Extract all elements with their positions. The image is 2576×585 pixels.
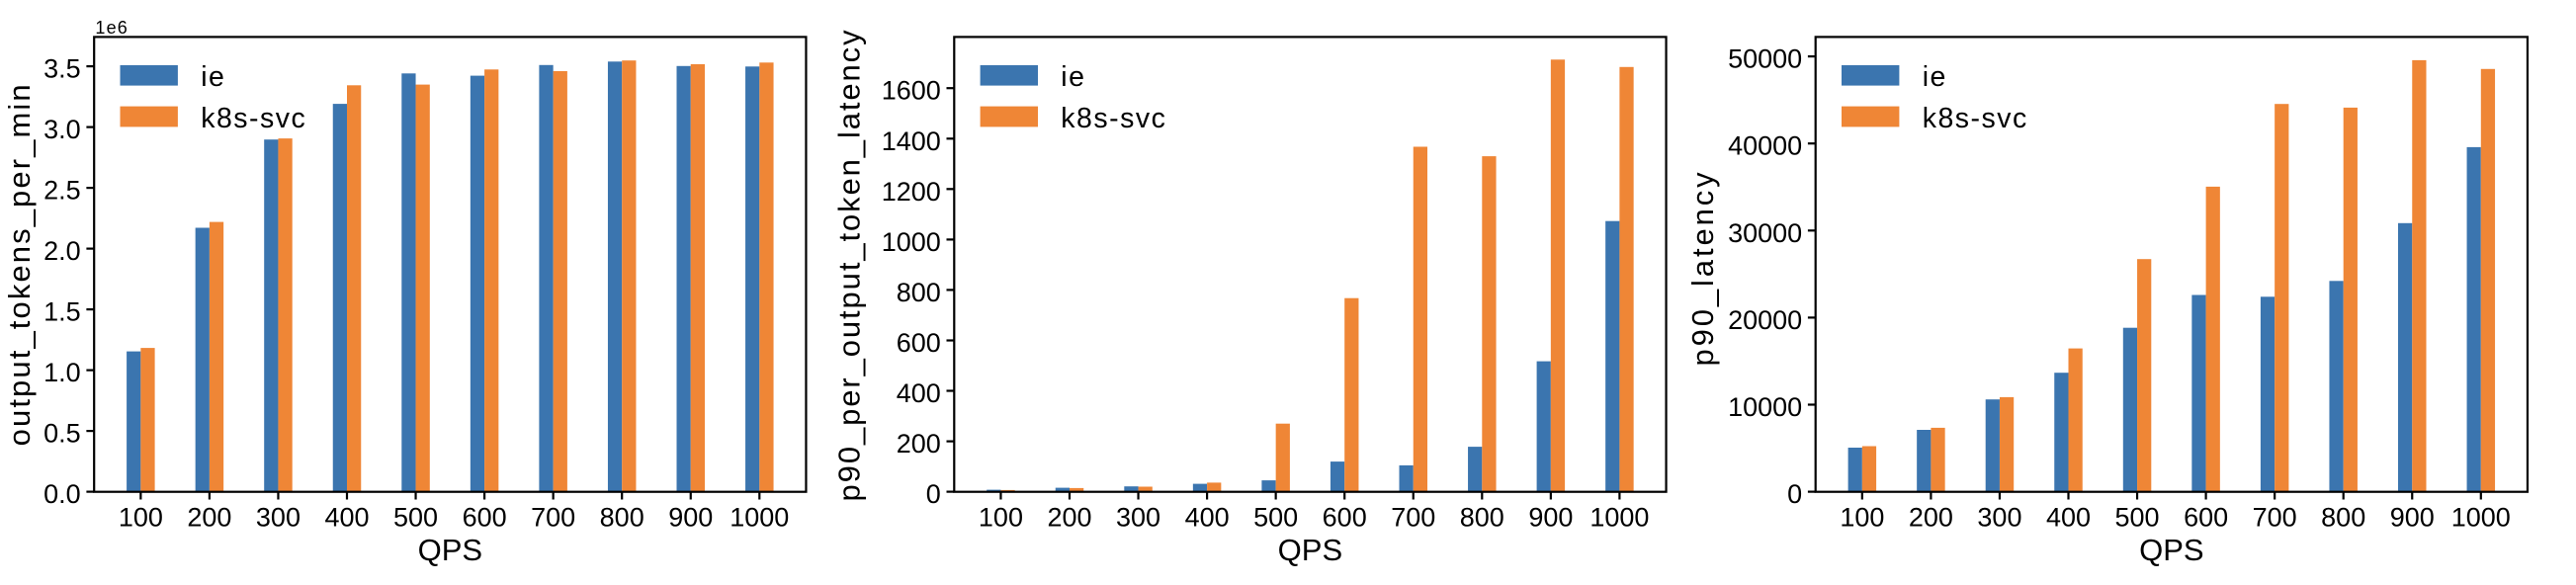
- svg-text:k8s-svc: k8s-svc: [1061, 103, 1166, 134]
- svg-text:0: 0: [926, 479, 941, 509]
- svg-text:800: 800: [600, 502, 644, 532]
- svg-text:500: 500: [2115, 502, 2160, 532]
- svg-text:0.5: 0.5: [43, 419, 81, 449]
- svg-text:ie: ie: [201, 61, 225, 93]
- svg-text:600: 600: [1323, 502, 1367, 532]
- svg-text:40000: 40000: [1728, 131, 1802, 161]
- svg-text:300: 300: [1116, 502, 1160, 532]
- svg-text:300: 300: [256, 502, 301, 532]
- svg-text:400: 400: [2046, 502, 2091, 532]
- svg-text:200: 200: [1909, 502, 1953, 532]
- svg-text:900: 900: [1528, 502, 1573, 532]
- svg-text:500: 500: [393, 502, 438, 532]
- svg-text:k8s-svc: k8s-svc: [201, 103, 306, 134]
- svg-text:3.5: 3.5: [43, 54, 81, 84]
- svg-text:800: 800: [1460, 502, 1504, 532]
- svg-text:1200: 1200: [882, 177, 941, 207]
- svg-text:ie: ie: [1061, 61, 1085, 93]
- svg-text:900: 900: [668, 502, 713, 532]
- svg-text:800: 800: [897, 278, 941, 307]
- svg-text:0: 0: [1787, 479, 1802, 509]
- svg-text:k8s-svc: k8s-svc: [1923, 103, 2028, 134]
- svg-text:1000: 1000: [882, 227, 941, 257]
- svg-text:QPS: QPS: [2139, 533, 2203, 567]
- svg-text:2.5: 2.5: [43, 176, 81, 206]
- svg-text:QPS: QPS: [418, 533, 482, 567]
- svg-text:1400: 1400: [882, 126, 941, 156]
- svg-text:1.5: 1.5: [43, 297, 81, 327]
- svg-text:100: 100: [979, 502, 1023, 532]
- svg-text:ie: ie: [1923, 61, 1947, 93]
- svg-text:3.0: 3.0: [43, 115, 81, 144]
- svg-text:20000: 20000: [1728, 305, 1802, 335]
- svg-text:1600: 1600: [882, 76, 941, 106]
- svg-text:200: 200: [1047, 502, 1091, 532]
- svg-text:600: 600: [463, 502, 507, 532]
- svg-text:900: 900: [2390, 502, 2435, 532]
- svg-text:100: 100: [119, 502, 163, 532]
- svg-text:200: 200: [187, 502, 231, 532]
- svg-text:1.0: 1.0: [43, 358, 81, 387]
- svg-text:output_tokens_per_min: output_tokens_per_min: [2, 82, 37, 446]
- svg-text:1000: 1000: [2451, 502, 2511, 532]
- svg-text:10000: 10000: [1728, 392, 1802, 422]
- svg-text:30000: 30000: [1728, 218, 1802, 248]
- svg-text:1e6: 1e6: [95, 18, 129, 38]
- svg-text:700: 700: [531, 502, 575, 532]
- svg-text:p90_latency: p90_latency: [1685, 169, 1720, 366]
- svg-text:400: 400: [1185, 502, 1230, 532]
- svg-text:p90_per_output_token_latency: p90_per_output_token_latency: [832, 29, 867, 502]
- svg-text:300: 300: [1977, 502, 2021, 532]
- svg-text:700: 700: [2253, 502, 2297, 532]
- svg-text:800: 800: [2321, 502, 2365, 532]
- svg-text:700: 700: [1391, 502, 1435, 532]
- svg-text:600: 600: [2184, 502, 2228, 532]
- svg-text:400: 400: [897, 378, 941, 408]
- svg-text:50000: 50000: [1728, 44, 1802, 74]
- svg-text:100: 100: [1840, 502, 1884, 532]
- svg-text:1000: 1000: [730, 502, 789, 532]
- svg-text:2.0: 2.0: [43, 236, 81, 266]
- svg-text:400: 400: [324, 502, 369, 532]
- svg-text:0.0: 0.0: [43, 479, 81, 509]
- svg-text:600: 600: [897, 328, 941, 358]
- svg-text:200: 200: [897, 429, 941, 459]
- svg-text:500: 500: [1253, 502, 1298, 532]
- svg-text:QPS: QPS: [1278, 533, 1342, 567]
- svg-text:1000: 1000: [1589, 502, 1649, 532]
